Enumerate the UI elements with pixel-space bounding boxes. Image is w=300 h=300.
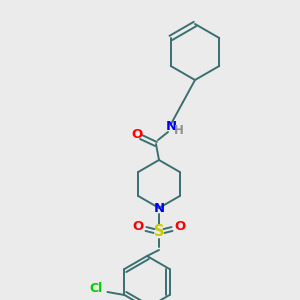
Text: Cl: Cl [90, 281, 103, 295]
Text: N: N [165, 121, 177, 134]
Text: O: O [174, 220, 186, 233]
Text: O: O [132, 220, 144, 233]
Text: O: O [131, 128, 142, 140]
Text: H: H [174, 124, 184, 136]
Text: S: S [154, 224, 164, 239]
Text: N: N [153, 202, 165, 214]
